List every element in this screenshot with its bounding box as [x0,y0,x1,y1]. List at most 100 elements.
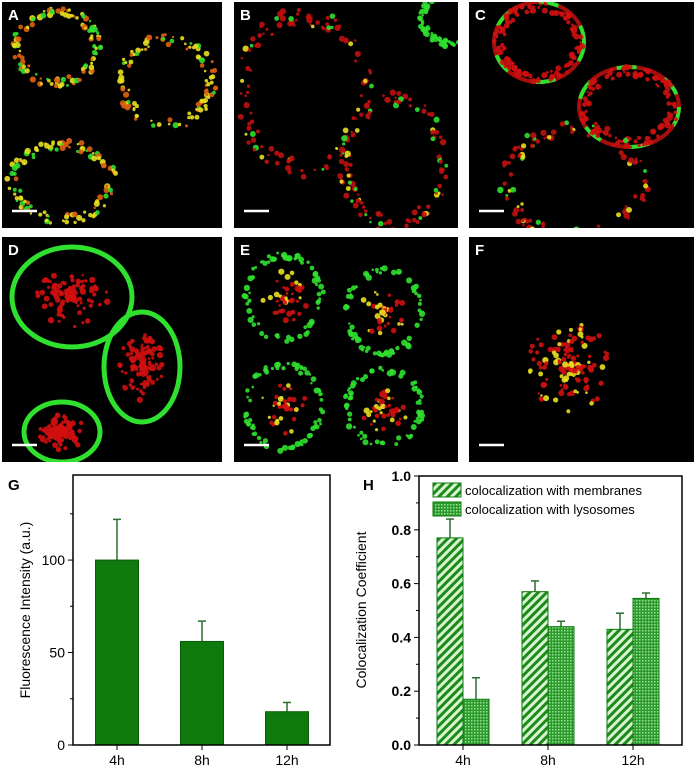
fluorescent-spot [61,219,65,223]
fluorescent-spot [410,381,416,386]
fluorescent-spot [570,129,575,135]
fluorescent-spot [347,418,351,421]
fluorescent-spot [29,76,36,83]
fluorescent-spot [658,122,666,129]
fluorescent-spot [261,259,264,263]
fluorescent-spot [318,392,322,397]
fluorescent-spot [369,83,374,89]
fluorescent-spot [516,205,520,209]
fluorescent-spot [299,366,304,371]
fluorescent-spot [274,361,281,369]
fluorescent-spot [71,284,77,289]
fluorescent-spot [64,219,70,225]
fluorescent-spot [589,401,594,406]
fluorescent-spot [348,331,354,337]
fluorescent-spot [565,11,569,16]
fluorescent-spot [359,200,364,205]
fluorescent-spot [154,362,159,367]
chart-g-ylabel: Fluorescence Intensity (a.u.) [17,522,33,699]
fluorescent-spot [560,388,564,391]
fluorescent-spot [309,265,315,271]
fluorescent-spot [246,395,250,399]
fluorescent-spot [243,284,251,292]
fluorescent-spot [665,79,672,86]
fluorescent-spot [376,325,383,332]
fluorescent-spot [568,327,573,332]
fluorescent-spot [77,77,82,83]
fluorescent-spot [59,11,65,16]
fluorescent-spot [438,135,443,140]
fluorescent-spot [362,346,366,349]
fluorescent-spot [144,48,148,51]
fluorescent-spot [109,192,114,196]
fluorescent-spot [394,299,400,305]
fluorescent-spot [583,379,589,384]
fluorescent-spot [369,220,372,224]
fluorescent-spot [133,365,138,370]
fluorescent-spot [398,373,404,379]
fluorescent-spot [362,205,366,209]
fluorescent-spot [68,145,71,149]
fluorescent-spot [294,362,301,369]
fluorescent-spot [560,368,567,375]
fluorescent-spot [586,90,589,94]
fluorescent-spot [505,194,509,197]
fluorescent-spot [306,260,310,264]
fluorescent-spot [531,357,536,362]
fluorescent-spot [556,329,562,335]
fluorescent-spot [557,349,561,353]
fluorescent-spot [297,333,303,339]
fluorescent-spot [408,97,413,102]
fluorescent-spot [315,20,320,25]
fluorescent-spot [499,59,506,66]
fluorescent-spot [396,91,402,96]
fluorescent-spot [81,321,85,325]
fluorescent-spot [56,283,63,289]
fluorescent-spot [433,116,440,123]
fluorescent-spot [313,420,318,425]
fluorescent-spot [449,41,455,46]
y-tick-label: 50 [49,645,65,661]
fluorescent-spot [147,45,150,48]
fluorescent-spot [432,33,438,39]
fluorescent-spot [90,299,95,304]
fluorescent-spot [555,65,562,72]
fluorescent-spot [147,357,151,360]
fluorescent-spot [350,285,357,291]
fluorescent-spot [257,33,263,38]
fluorescent-spot [69,77,76,84]
fluorescent-spot [377,406,382,411]
fluorescent-spot [507,65,512,71]
fluorescent-spot [208,75,214,80]
fluorescent-spot [246,90,250,95]
fluorescent-spot [359,94,363,98]
fluorescent-spot [561,356,567,362]
fluorescent-spot [512,146,518,152]
fluorescent-spot [429,111,435,117]
fluorescent-spot [515,71,522,78]
fluorescent-spot [397,322,401,326]
fluorescent-spot [540,394,543,397]
fluorescent-spot [527,6,531,10]
fluorescent-spot [379,309,386,316]
fluorescent-spot [345,423,353,430]
fluorescent-spot [361,415,367,421]
fluorescent-spot [599,364,606,370]
fluorescent-spot [184,124,188,128]
fluorescent-spot [90,61,94,65]
fluorescent-spot [61,420,65,424]
fluorescent-spot [129,378,135,384]
fluorescent-spot [594,121,598,126]
fluorescent-spot [288,155,295,162]
fluorescent-spot [251,385,255,389]
fluorescent-spot [512,210,518,217]
fluorescent-spot [421,108,427,114]
fluorescent-spot [151,346,158,352]
fluorescent-spot [271,32,275,36]
fluorescent-spot [666,114,673,121]
fluorescent-spot [206,82,211,87]
fluorescent-spot [310,376,317,383]
fluorescent-spot [283,431,288,436]
micrograph-f: F [469,237,694,462]
fluorescent-spot [441,193,444,197]
